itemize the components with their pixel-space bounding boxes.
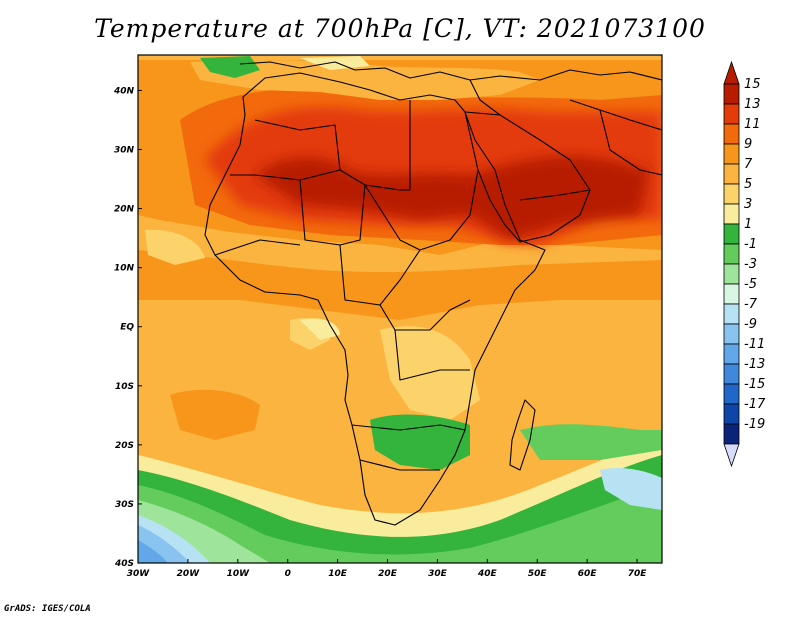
colorbar-swatch — [723, 143, 740, 165]
colorbar-swatch — [723, 323, 740, 345]
plot-frame — [137, 54, 663, 564]
colorbar-label: -17 — [744, 397, 766, 412]
lat-label: 10N — [114, 264, 135, 274]
colorbar-label: -15 — [744, 377, 765, 392]
colorbar-swatch — [723, 403, 740, 425]
lat-label: 40N — [113, 86, 135, 96]
colorbar-swatch — [723, 183, 740, 205]
colorbar-label: 5 — [744, 177, 752, 192]
colorbar-label: 3 — [744, 197, 752, 212]
temperature-field — [138, 55, 662, 563]
colorbar-label: -7 — [744, 297, 758, 312]
colorbar-swatch — [723, 303, 740, 325]
lon-label: 50E — [528, 569, 548, 579]
lon-label: 10E — [328, 569, 348, 579]
colorbar-label: 13 — [744, 97, 761, 112]
colorbar-swatch — [723, 103, 740, 125]
colorbar-swatch — [723, 83, 740, 105]
colorbar-label: 1 — [744, 217, 752, 232]
lon-label: 20E — [378, 569, 398, 579]
colorbar-top-arrow — [723, 60, 740, 85]
colorbar-swatch — [723, 283, 740, 305]
colorbar-swatch — [723, 123, 740, 145]
axis-labels: 30W 20W 10W 0 10E 20E 30E 40E 50E 60E 70E 40N 30N 20N… — [113, 86, 647, 579]
colorbar-swatch — [723, 243, 740, 265]
colorbar-swatch — [723, 163, 740, 185]
lon-label: 70E — [628, 569, 648, 579]
colorbar-label: 9 — [744, 137, 752, 152]
map-title: Temperature at 700hPa [C], VT: 202107310… — [94, 14, 706, 43]
colorbar-label: -1 — [744, 237, 757, 252]
lon-label: 0 — [285, 569, 291, 579]
colorbar-label: -11 — [744, 337, 765, 352]
colorbar-label: -9 — [744, 317, 757, 332]
lat-label: 20N — [114, 205, 135, 215]
colorbar-label: -13 — [744, 357, 765, 372]
colorbar-swatch — [723, 203, 740, 225]
colorbar-swatch — [723, 423, 740, 445]
lon-label: 60E — [578, 569, 598, 579]
grads-credit: GrADS: IGES/COLA — [4, 604, 91, 614]
colorbar-label: 15 — [744, 77, 761, 92]
colorbar-label: -19 — [744, 417, 765, 432]
lon-label: 20W — [177, 569, 201, 579]
colorbar-swatch — [723, 343, 740, 365]
colorbar-label: -5 — [744, 277, 757, 292]
colorbar-swatch — [723, 263, 740, 285]
colorbar-swatch — [723, 363, 740, 385]
lat-label: 30S — [115, 500, 134, 510]
lon-label: 10W — [227, 569, 251, 579]
lon-label: 30E — [428, 569, 448, 579]
lat-label: 10S — [115, 382, 134, 392]
colorbar-label: 11 — [744, 117, 761, 132]
lon-label: 30W — [127, 569, 151, 579]
colorbar: 15 13 11 9 7 5 3 1 -1 -3 -5 -7 -9 -11 -13 -15 -17 -19 — [723, 60, 766, 468]
lat-label: 30N — [114, 146, 135, 156]
lat-label: EQ — [120, 323, 134, 333]
lat-label: 20S — [115, 441, 134, 451]
colorbar-bottom-arrow — [723, 443, 740, 468]
colorbar-swatch — [723, 383, 740, 405]
colorbar-label: -3 — [744, 257, 757, 272]
lon-label: 40E — [477, 569, 498, 579]
colorbar-swatch — [723, 223, 740, 245]
coastlines — [204, 61, 662, 526]
colorbar-label: 7 — [744, 157, 753, 172]
lat-label: 40S — [114, 559, 134, 569]
